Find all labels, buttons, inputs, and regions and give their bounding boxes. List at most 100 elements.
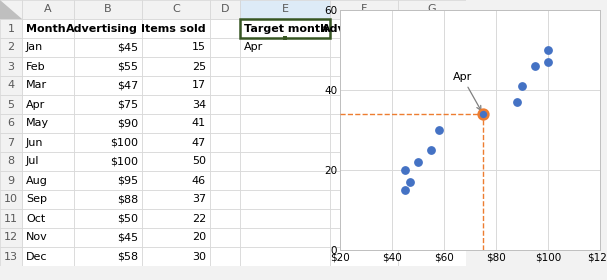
Text: Target month: Target month <box>244 24 328 34</box>
Text: Advertising: Advertising <box>66 24 138 34</box>
Text: $100: $100 <box>110 137 138 148</box>
Text: Jul: Jul <box>26 157 39 167</box>
Bar <box>22 76 74 95</box>
Text: Oct: Oct <box>26 213 46 223</box>
Bar <box>74 190 142 209</box>
Bar <box>398 76 466 95</box>
Text: $75: $75 <box>117 99 138 109</box>
Text: 34: 34 <box>380 43 394 53</box>
Bar <box>74 38 142 57</box>
Bar <box>398 209 466 228</box>
Bar <box>283 36 287 40</box>
Bar <box>240 57 330 76</box>
Text: 30: 30 <box>192 251 206 262</box>
Bar <box>240 228 330 247</box>
Bar <box>0 152 22 171</box>
Bar <box>142 0 210 19</box>
Text: 13: 13 <box>4 251 18 262</box>
Bar <box>210 209 240 228</box>
Bar <box>240 247 330 266</box>
Text: 37: 37 <box>192 195 206 204</box>
Point <box>530 64 540 68</box>
Bar <box>210 19 240 38</box>
Text: Apr: Apr <box>26 99 46 109</box>
Bar <box>240 76 330 95</box>
Bar <box>74 152 142 171</box>
Text: Apr: Apr <box>453 72 481 110</box>
Bar <box>210 152 240 171</box>
Bar <box>22 133 74 152</box>
Text: Feb: Feb <box>26 62 46 71</box>
Bar <box>142 190 210 209</box>
Text: Dec: Dec <box>26 251 47 262</box>
Bar <box>0 209 22 228</box>
Bar <box>142 228 210 247</box>
Text: 15: 15 <box>192 43 206 53</box>
Bar <box>142 95 210 114</box>
Bar <box>330 38 398 57</box>
Point <box>478 112 488 116</box>
Text: 6: 6 <box>7 118 15 129</box>
Bar <box>240 171 330 190</box>
Bar <box>22 38 74 57</box>
Text: $47: $47 <box>117 81 138 90</box>
Bar <box>398 57 466 76</box>
Bar <box>0 0 22 19</box>
Bar <box>398 38 466 57</box>
Point <box>478 112 488 116</box>
Bar <box>0 171 22 190</box>
Text: $55: $55 <box>117 62 138 71</box>
Bar <box>142 133 210 152</box>
Text: 47: 47 <box>192 137 206 148</box>
Bar <box>22 19 74 38</box>
Text: 12: 12 <box>4 232 18 242</box>
Text: $45: $45 <box>117 232 138 242</box>
Text: 41: 41 <box>192 118 206 129</box>
Bar <box>142 114 210 133</box>
Text: Items sold: Items sold <box>398 24 462 34</box>
Bar <box>398 247 466 266</box>
Bar <box>398 171 466 190</box>
Bar <box>22 0 74 19</box>
Text: May: May <box>26 118 49 129</box>
Bar <box>210 76 240 95</box>
Bar <box>210 38 240 57</box>
Bar <box>210 247 240 266</box>
Bar <box>398 0 466 19</box>
Bar <box>142 171 210 190</box>
Point <box>434 128 444 132</box>
Bar <box>240 209 330 228</box>
Bar <box>74 19 142 38</box>
Text: 46: 46 <box>192 176 206 185</box>
Text: D: D <box>221 4 229 15</box>
Bar <box>398 152 466 171</box>
Text: 9: 9 <box>7 176 15 185</box>
Bar <box>74 95 142 114</box>
Bar <box>22 190 74 209</box>
Bar <box>330 190 398 209</box>
Text: $90: $90 <box>117 118 138 129</box>
Text: 7: 7 <box>7 137 15 148</box>
Bar <box>240 38 330 57</box>
Bar <box>142 76 210 95</box>
Text: A: A <box>44 4 52 15</box>
Point <box>400 168 410 172</box>
Text: 34: 34 <box>192 99 206 109</box>
Bar <box>210 0 240 19</box>
Polygon shape <box>0 0 22 19</box>
Point <box>543 60 553 64</box>
Text: Mar: Mar <box>26 81 47 90</box>
Text: $88: $88 <box>117 195 138 204</box>
Text: Items sold: Items sold <box>141 24 206 34</box>
Text: 11: 11 <box>4 213 18 223</box>
Bar <box>0 228 22 247</box>
Bar <box>74 76 142 95</box>
Text: Sep: Sep <box>26 195 47 204</box>
Text: C: C <box>172 4 180 15</box>
Bar <box>22 171 74 190</box>
Bar <box>142 19 210 38</box>
Point <box>405 180 415 184</box>
Point <box>517 84 527 88</box>
Bar <box>0 95 22 114</box>
Bar <box>210 114 240 133</box>
